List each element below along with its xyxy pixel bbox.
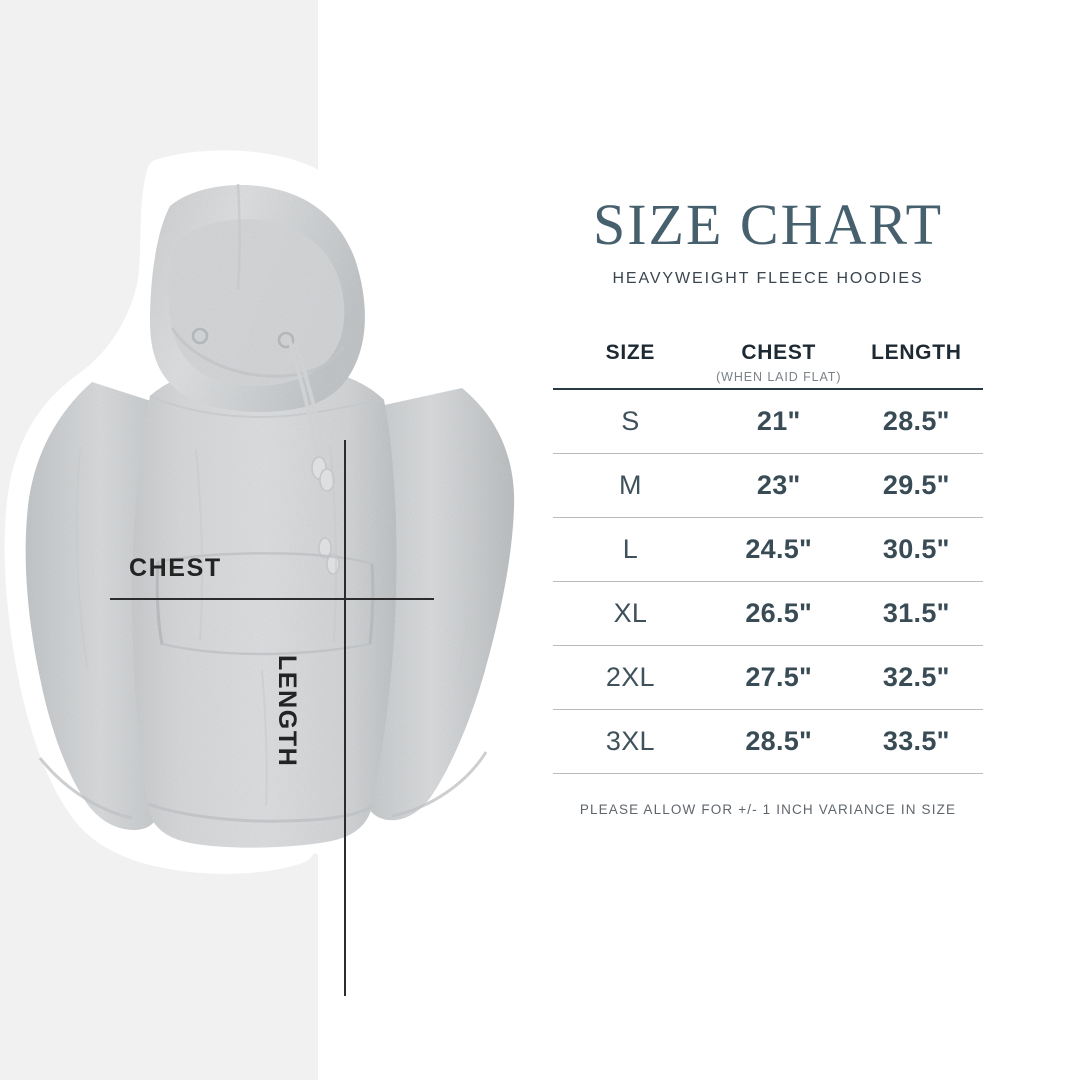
- cell-chest: 23": [707, 453, 850, 518]
- page-subtitle: HEAVYWEIGHT FLEECE HOODIES: [612, 270, 924, 287]
- size-chart-panel: SIZE CHART HEAVYWEIGHT FLEECE HOODIES SI…: [553, 0, 983, 1080]
- hoodie-hood-seam: [236, 183, 241, 291]
- column-header-chest: CHEST (WHEN LAID FLAT): [708, 341, 850, 389]
- table-row: L 24.5" 30.5": [553, 517, 983, 582]
- column-header-chest-label: CHEST: [741, 341, 817, 364]
- hoodie-cuff-left: [38, 757, 133, 820]
- size-table-body: S 21" 28.5" M 23" 29.5" L 24.5" 30.5" XL…: [553, 389, 983, 774]
- variance-note: PLEASE ALLOW FOR +/- 1 INCH VARIANCE IN …: [579, 802, 957, 817]
- cell-length: 31.5": [849, 581, 983, 646]
- page-title: SIZE CHART: [592, 192, 944, 257]
- cell-size: M: [553, 453, 708, 518]
- cell-chest: 28.5": [707, 709, 850, 774]
- size-table-head: SIZE CHEST (WHEN LAID FLAT) LENGTH: [553, 341, 983, 389]
- cell-length: 32.5": [849, 645, 983, 710]
- product-image-area: CHEST LENGTH: [0, 150, 540, 996]
- cell-size: S: [553, 389, 708, 454]
- length-measurement-label: LENGTH: [273, 655, 301, 768]
- hoodie-hood-edge: [170, 327, 346, 378]
- cell-length: 29.5": [849, 453, 983, 518]
- chest-measurement-line: [110, 598, 434, 600]
- table-header-row: SIZE CHEST (WHEN LAID FLAT) LENGTH: [553, 341, 983, 389]
- hoodie-illustration: [4, 150, 534, 874]
- table-row: M 23" 29.5": [553, 453, 983, 518]
- cell-length: 30.5": [849, 517, 983, 582]
- hoodie-neck-seam: [149, 395, 385, 419]
- cell-size: XL: [553, 581, 708, 646]
- table-row: S 21" 28.5": [553, 389, 983, 454]
- cell-chest: 27.5": [707, 645, 850, 710]
- hoodie-waistband: [147, 802, 373, 823]
- cell-size: L: [553, 517, 708, 582]
- hoodie-left-sleeve: [25, 382, 162, 830]
- cell-chest: 24.5": [707, 517, 850, 582]
- hoodie-pocket-opening-left: [155, 561, 164, 645]
- hoodie-body: [132, 364, 397, 848]
- hoodie-pocket: [156, 552, 375, 656]
- cell-size: 2XL: [553, 645, 708, 710]
- hoodie-photo: [0, 150, 540, 910]
- cell-length: 33.5": [849, 709, 983, 774]
- hoodie-right-sleeve: [364, 388, 515, 821]
- hoodie-fabric-folds: [75, 445, 474, 807]
- chest-measurement-label: CHEST: [129, 554, 222, 582]
- hoodie-drawstring-eyelets: [191, 327, 295, 349]
- table-row: 2XL 27.5" 32.5": [553, 645, 983, 710]
- column-header-chest-sub: (WHEN LAID FLAT): [716, 370, 842, 384]
- hoodie-cuff-right: [391, 751, 488, 818]
- hoodie-hood-opening: [168, 219, 345, 386]
- size-table: SIZE CHEST (WHEN LAID FLAT) LENGTH S: [553, 341, 983, 774]
- hoodie-pocket-opening-right: [368, 563, 375, 645]
- column-header-length: LENGTH: [850, 341, 983, 389]
- cell-chest: 21": [707, 389, 850, 454]
- table-row: 3XL 28.5" 33.5": [553, 709, 983, 774]
- column-header-length-label: LENGTH: [871, 341, 962, 364]
- length-measurement-line: [344, 440, 346, 996]
- column-header-size: SIZE: [553, 341, 708, 389]
- column-header-size-label: SIZE: [605, 341, 656, 364]
- cell-chest: 26.5": [707, 581, 850, 646]
- cell-length: 28.5": [849, 389, 983, 454]
- table-row: XL 26.5" 31.5": [553, 581, 983, 646]
- cell-size: 3XL: [553, 709, 708, 774]
- hoodie-drawstring-tips: [311, 456, 340, 575]
